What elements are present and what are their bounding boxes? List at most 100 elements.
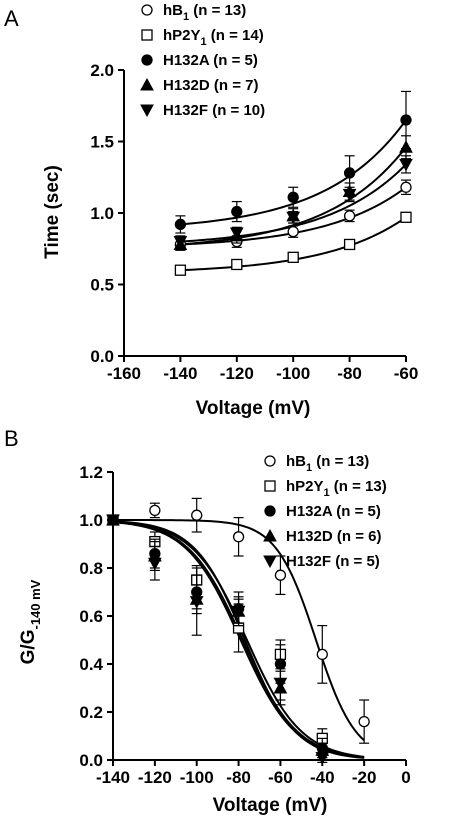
legend-label-count: (n = 5) — [209, 52, 258, 69]
panel-b-x-axis-title: Voltage (mV) — [213, 795, 328, 816]
data-point-h132f — [229, 227, 244, 241]
x-tick-label: -40 — [310, 768, 335, 787]
legend-label-h132f: H132F (n = 10) — [163, 102, 265, 119]
data-point-hb — [232, 531, 245, 543]
x-tick-label: -60 — [268, 768, 293, 787]
panel-b-tick-labels: -140 -120 -100 -80 -60 -40 -20 0 0.0 0.2 0.4 0.6 0.8… — [79, 463, 410, 787]
x-tick-label: -100 — [276, 364, 310, 383]
legend-entry-hp2y: hP2Y1 (n = 13) — [264, 478, 387, 499]
data-point-hp2y — [174, 264, 187, 276]
legend-label-count: (n = 13) — [330, 478, 387, 495]
data-point-h132a — [174, 218, 187, 231]
y-tick-label: 1.5 — [90, 133, 114, 152]
legend-marker-h132d — [263, 528, 277, 542]
legend-label-name: H132D — [163, 77, 210, 94]
legend-label-count: (n = 14) — [207, 27, 264, 44]
legend-marker-hb — [264, 455, 276, 467]
y-tick-label: 1.0 — [90, 204, 114, 223]
legend-marker-h132f — [263, 555, 277, 569]
legend-label-h132f: H132F (n = 5) — [286, 553, 380, 570]
legend-label-count: (n = 6) — [333, 528, 382, 545]
y-tick-label: 0.4 — [79, 655, 103, 674]
legend-marker-hp2y — [264, 480, 276, 492]
panel-a-legend: hB1 (n = 13)hP2Y1 (n = 14)H132A (n = 5)H… — [140, 2, 265, 119]
legend-label-name: H132F — [286, 553, 331, 570]
x-tick-label: -120 — [220, 364, 254, 383]
legend-marker-h132a — [141, 54, 153, 66]
data-point-h132f — [315, 752, 330, 765]
legend-label-subscript: 1 — [201, 36, 207, 48]
panel-a-y-axis-title: Time (sec) — [42, 165, 63, 259]
data-point-hp2y — [343, 238, 356, 251]
panel-a-axes — [118, 69, 407, 362]
panel-a-tick-labels: -160 -140 -120 -100 -80 -60 0.0 0.5 1.0 1.5 2.0 — [90, 61, 418, 383]
y-tick-label: 0.5 — [90, 276, 114, 295]
data-point-h132a — [231, 205, 243, 218]
data-point-hp2y — [400, 211, 412, 223]
panel-a: A -160 -140 -120 -100 -80 -600.00.51.01.52.0 … — [4, 2, 418, 419]
data-point-hb — [316, 648, 328, 661]
y-tick-label: 0.0 — [90, 347, 114, 366]
panel-b-data-points — [106, 497, 370, 765]
legend-entry-h132f: H132F (n = 5) — [263, 553, 380, 570]
legend-entry-h132a: H132A (n = 5) — [141, 52, 258, 69]
data-point-hb — [358, 715, 370, 728]
panel-a-label: A — [4, 6, 19, 31]
x-tick-label: -60 — [394, 364, 419, 383]
legend-label-count: (n = 13) — [312, 453, 369, 470]
x-tick-label: -120 — [138, 768, 172, 787]
data-point-hp2y — [287, 251, 299, 263]
data-point-h132a — [343, 167, 356, 179]
data-point-h132f — [286, 211, 301, 225]
panel-b-y-axis-title-subscript: -140 mV — [28, 579, 43, 629]
panel-b-y-axis-title: G/G-140 mV — [18, 579, 43, 664]
legend-marker-hp2y — [141, 29, 153, 41]
legend-label-count: (n = 10) — [208, 102, 265, 119]
legend-label-name: H132F — [163, 102, 208, 119]
data-point-hp2y — [231, 258, 243, 271]
panel-b-y-axis-title-main: G/G — [18, 630, 39, 665]
panel-b-legend: hB1 (n = 13)hP2Y1 (n = 13)H132A (n = 5)H… — [263, 453, 387, 570]
legend-entry-hp2y: hP2Y1 (n = 14) — [141, 27, 264, 48]
legend-label-subscript: 1 — [324, 487, 330, 499]
legend-label-name: hP2Y — [286, 478, 324, 495]
data-point-h132f — [189, 596, 204, 609]
legend-label-name: H132A — [163, 52, 210, 69]
y-tick-label: 0.6 — [79, 607, 103, 626]
legend-label-hb: hB1 (n = 13) — [163, 2, 246, 23]
y-tick-label: 1.2 — [79, 463, 103, 482]
x-tick-label: -140 — [96, 768, 130, 787]
legend-marker-h132a — [264, 505, 276, 517]
legend-label-name: hB — [163, 2, 183, 19]
data-point-hb — [191, 509, 203, 521]
data-point-hb — [343, 210, 356, 222]
data-point-hb — [400, 181, 412, 193]
data-point-hb — [287, 225, 299, 238]
legend-label-count: (n = 5) — [332, 503, 381, 520]
fit-curve-h132d — [180, 146, 407, 246]
data-point-h132a — [400, 114, 412, 126]
legend-entry-h132d: H132D (n = 6) — [263, 528, 381, 545]
data-point-h132f — [173, 236, 188, 249]
data-point-h132f — [231, 605, 246, 619]
data-point-h132f — [342, 188, 357, 202]
legend-label-subscript: 1 — [306, 462, 312, 474]
legend-entry-hb: hB1 (n = 13) — [264, 453, 369, 474]
legend-marker-h132f — [140, 104, 154, 118]
panel-a-x-axis-title: Voltage (mV) — [196, 398, 311, 419]
x-tick-label: -20 — [352, 768, 377, 787]
data-point-h132f — [399, 158, 413, 172]
legend-entry-h132a: H132A (n = 5) — [264, 503, 381, 520]
legend-label-count: (n = 7) — [210, 77, 259, 94]
data-point-h132f — [148, 557, 162, 571]
data-point-h132f — [106, 514, 120, 528]
data-point-h132a — [287, 191, 299, 203]
legend-label-name: H132D — [286, 528, 333, 545]
legend-label-hb: hB1 (n = 13) — [286, 453, 369, 474]
panel-a-data-points — [173, 90, 413, 276]
panel-b: B -140 -120 -100 -80 -60 -40 -20 0 0.0 0.2 0.4 0.6 0… — [4, 426, 411, 816]
x-tick-label: -80 — [337, 364, 362, 383]
legend-marker-h132d — [140, 77, 154, 91]
legend-label-h132d: H132D (n = 6) — [286, 528, 381, 545]
